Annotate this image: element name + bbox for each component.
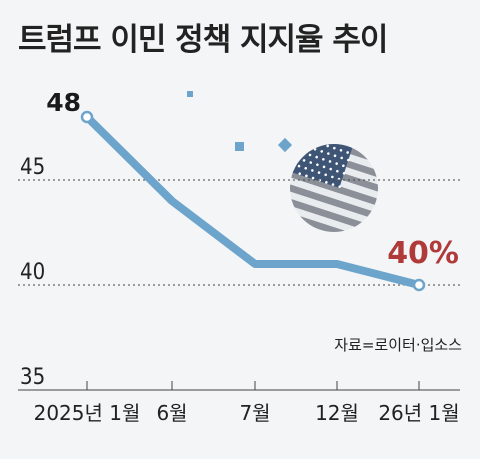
us-flag-globe-icon: [290, 144, 378, 232]
page-title: 트럼프 이민 정책 지지율 추이: [18, 22, 388, 58]
x-tick-label: 6월: [156, 401, 187, 425]
series-line: [83, 113, 423, 289]
data-point: [80, 110, 94, 124]
square-dot-icon: [187, 91, 193, 97]
start-value-label: 48: [46, 88, 81, 117]
y-tick-label: 35: [20, 365, 45, 390]
square-dot-icon: [235, 142, 244, 151]
x-tick-label: 12월: [315, 401, 359, 425]
x-tick-label: 7월: [239, 401, 270, 425]
diamond-icon: [277, 137, 293, 153]
x-tick-label: 2025년 1월: [34, 401, 141, 425]
source-label: 자료=로이터·입소스: [334, 336, 462, 354]
end-value-label: 40%: [387, 236, 459, 271]
x-tick-label: 26년 1월: [378, 401, 459, 425]
data-point: [412, 278, 426, 292]
y-tick-label: 45: [20, 155, 45, 180]
y-tick-label: 40: [20, 260, 45, 285]
